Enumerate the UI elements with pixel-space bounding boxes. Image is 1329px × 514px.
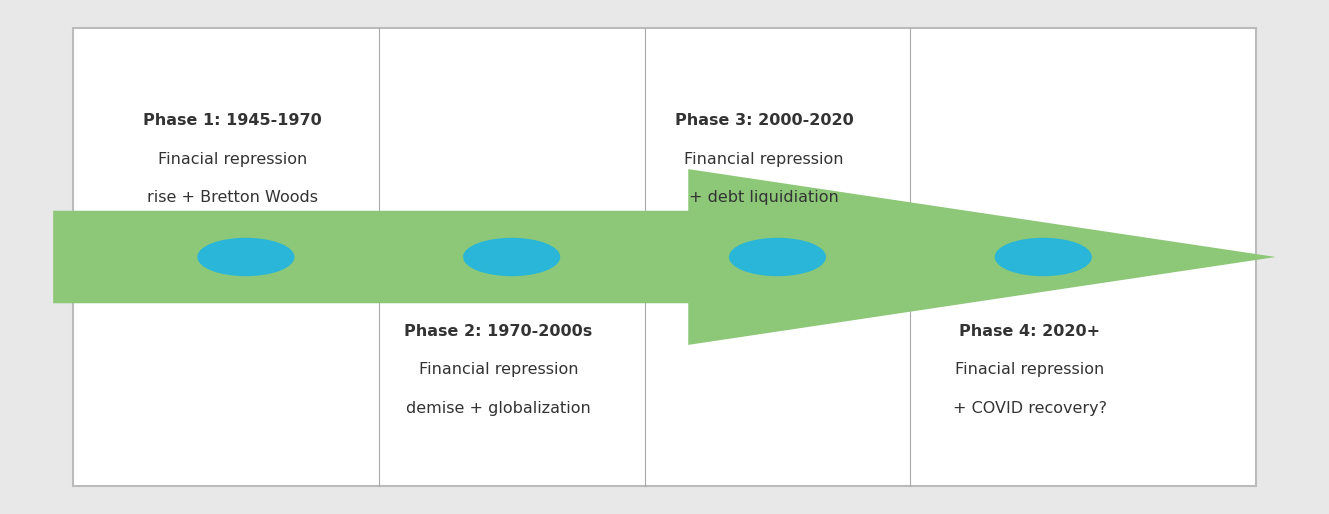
Text: Phase 1: 1945-1970: Phase 1: 1945-1970 [144, 113, 322, 128]
Text: Financial repression: Financial repression [419, 362, 578, 377]
Text: Phase 4: 2020+: Phase 4: 2020+ [960, 324, 1100, 339]
FancyBboxPatch shape [73, 28, 1256, 486]
Circle shape [198, 238, 294, 276]
Text: Finacial repression: Finacial repression [158, 152, 307, 167]
Text: Finacial repression: Finacial repression [956, 362, 1104, 377]
Circle shape [995, 238, 1091, 276]
Text: rise + Bretton Woods: rise + Bretton Woods [148, 190, 318, 205]
Circle shape [730, 238, 825, 276]
Text: + debt liquidiation: + debt liquidiation [690, 190, 839, 205]
Text: Financial repression: Financial repression [684, 152, 844, 167]
Polygon shape [53, 169, 1276, 345]
Text: + COVID recovery?: + COVID recovery? [953, 401, 1107, 416]
Text: Phase 3: 2000-2020: Phase 3: 2000-2020 [675, 113, 853, 128]
Circle shape [464, 238, 560, 276]
Text: demise + globalization: demise + globalization [405, 401, 591, 416]
Text: Phase 2: 1970-2000s: Phase 2: 1970-2000s [404, 324, 593, 339]
